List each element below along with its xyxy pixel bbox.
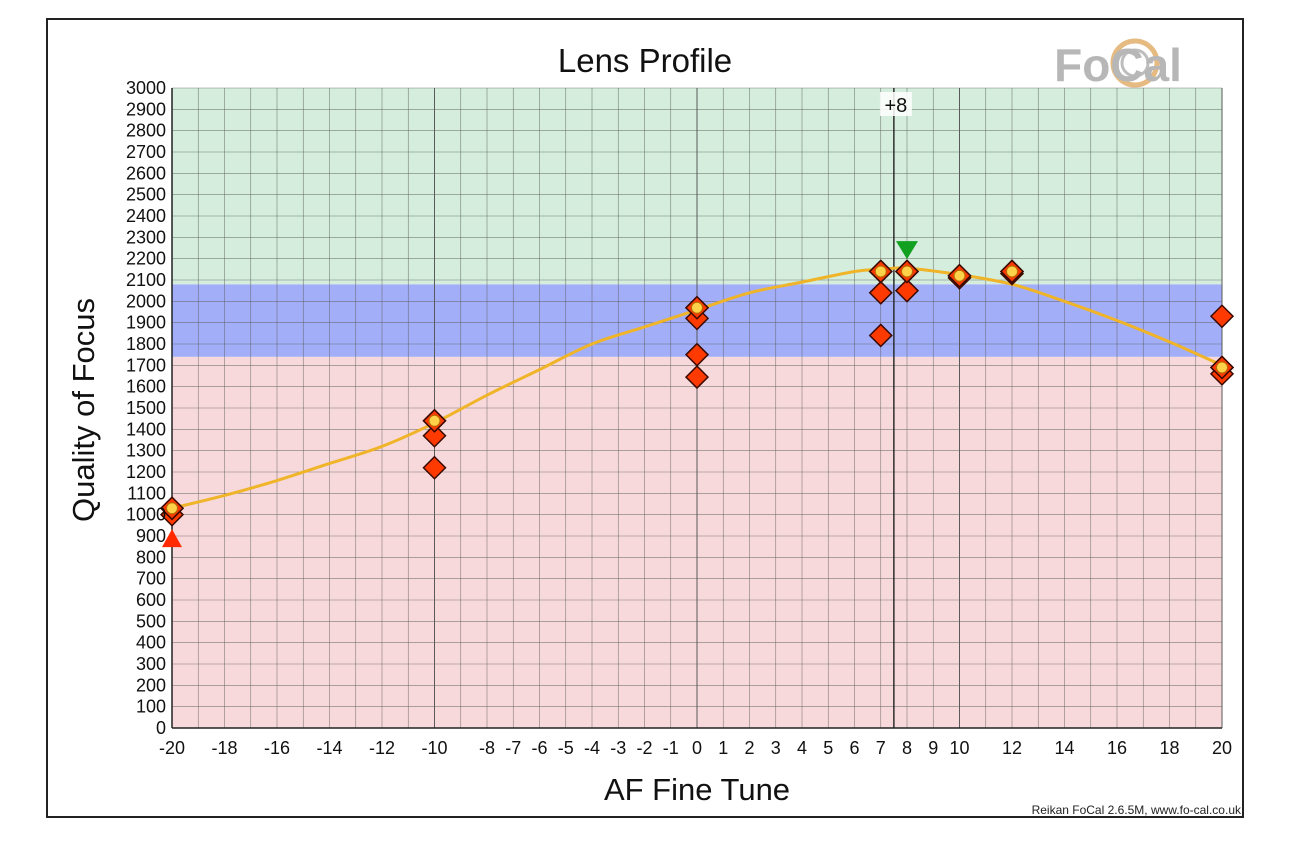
vertical-marker-label-bg	[879, 92, 912, 116]
x-tick-label: -3	[610, 738, 626, 758]
x-tick-label: 8	[902, 738, 912, 758]
measurement-points	[159, 241, 1235, 548]
x-tick-label: -10	[421, 738, 447, 758]
x-tick-label: -12	[369, 738, 395, 758]
y-tick-label: 100	[136, 697, 166, 717]
x-tick-label: 1	[718, 738, 728, 758]
y-tick-label: 2500	[126, 185, 166, 205]
logo-text: FoCal	[1054, 39, 1182, 91]
y-tick-label: 1900	[126, 313, 166, 333]
measurement-point	[422, 455, 447, 480]
y-tick-label: 2900	[126, 99, 166, 119]
y-tick-label: 1700	[126, 355, 166, 375]
y-tick-labels: 0100200300400500600700800900100011001200…	[126, 78, 166, 738]
y-tick-label: 1200	[126, 462, 166, 482]
x-tick-label: 14	[1054, 738, 1074, 758]
best-point-dot	[691, 301, 703, 314]
best-point-dot	[1216, 361, 1228, 374]
best-point-dot	[166, 502, 178, 515]
chart-title: Lens Profile	[558, 42, 732, 79]
grid	[171, 87, 1223, 729]
y-tick-label: 3000	[126, 78, 166, 98]
measurement-point	[868, 323, 893, 348]
vertical-marker: +8	[879, 88, 912, 728]
x-tick-label: 20	[1212, 738, 1232, 758]
y-axis-title: Quality of Focus	[66, 298, 101, 522]
y-tick-label: 500	[136, 611, 166, 631]
y-tick-label: 1000	[126, 505, 166, 525]
measurement-point	[868, 280, 893, 305]
x-tick-label: -1	[663, 738, 679, 758]
x-tick-label: 3	[771, 738, 781, 758]
x-tick-label: 5	[823, 738, 833, 758]
y-tick-label: 400	[136, 633, 166, 653]
y-tick-label: 700	[136, 569, 166, 589]
y-tick-label: 600	[136, 590, 166, 610]
y-tick-label: 2700	[126, 142, 166, 162]
x-tick-label: -14	[316, 738, 342, 758]
y-tick-label: 1600	[126, 377, 166, 397]
x-tick-label: 6	[849, 738, 859, 758]
credit-text: Reikan FoCal 2.6.5M, www.fo-cal.co.uk	[1032, 803, 1242, 817]
y-tick-label: 2400	[126, 206, 166, 226]
y-tick-label: 2300	[126, 227, 166, 247]
measurement-point	[894, 278, 920, 303]
focal-logo: FoCal	[1054, 38, 1182, 91]
x-tick-label: 9	[928, 738, 938, 758]
y-tick-label: 2200	[126, 249, 166, 269]
best-point-dot	[428, 414, 441, 427]
y-tick-label: 900	[136, 526, 166, 546]
x-tick-label: 0	[692, 738, 702, 758]
x-tick-label: -4	[584, 738, 600, 758]
y-tick-label: 200	[136, 675, 166, 695]
x-tick-label: 4	[797, 738, 807, 758]
measurement-point	[1209, 304, 1235, 329]
measurement-point	[422, 423, 447, 448]
y-tick-label: 800	[136, 547, 166, 567]
x-tick-label: -20	[159, 738, 185, 758]
y-tick-label: 2100	[126, 270, 166, 290]
low-marker	[162, 529, 182, 548]
x-tick-labels: -20 -18 -16 -14 -12 -10 -8 -7 -6 -5 -4 -3 -2 -1 0 1 2 3 4 5…	[159, 738, 1232, 758]
best-point-dot	[901, 265, 913, 278]
best-point-dot	[1006, 265, 1018, 278]
y-tick-label: 1400	[126, 419, 166, 439]
peak-marker	[896, 241, 918, 260]
y-tick-label: 1300	[126, 441, 166, 461]
fit-curve-layer	[171, 266, 1223, 510]
x-tick-label: 12	[1002, 738, 1022, 758]
x-tick-label: -6	[531, 738, 547, 758]
x-tick-label: -18	[211, 738, 237, 758]
y-tick-label: 2000	[126, 291, 166, 311]
y-tick-label: 0	[156, 718, 166, 738]
x-tick-label: 16	[1107, 738, 1127, 758]
x-tick-label: -5	[558, 738, 574, 758]
x-tick-label: 10	[949, 738, 969, 758]
y-tick-label: 1800	[126, 334, 166, 354]
best-point-dot	[874, 265, 887, 278]
best-point-dot	[953, 269, 966, 282]
fit-curve	[171, 266, 1223, 510]
vertical-marker-label: +8	[884, 95, 907, 117]
x-tick-label: 7	[876, 738, 886, 758]
y-tick-label: 1100	[127, 483, 166, 503]
y-tick-label: 2600	[126, 163, 166, 183]
y-tick-label: 2800	[126, 121, 166, 141]
x-tick-label: 18	[1159, 738, 1179, 758]
x-tick-label: -16	[264, 738, 290, 758]
y-tick-label: 1500	[126, 398, 166, 418]
x-axis-title: AF Fine Tune	[604, 772, 790, 807]
y-tick-label: 300	[136, 654, 166, 674]
measurement-point	[684, 365, 710, 390]
x-tick-label: -8	[479, 738, 495, 758]
x-tick-label: -2	[636, 738, 652, 758]
x-tick-label: -7	[505, 738, 521, 758]
x-tick-label: 2	[744, 738, 754, 758]
